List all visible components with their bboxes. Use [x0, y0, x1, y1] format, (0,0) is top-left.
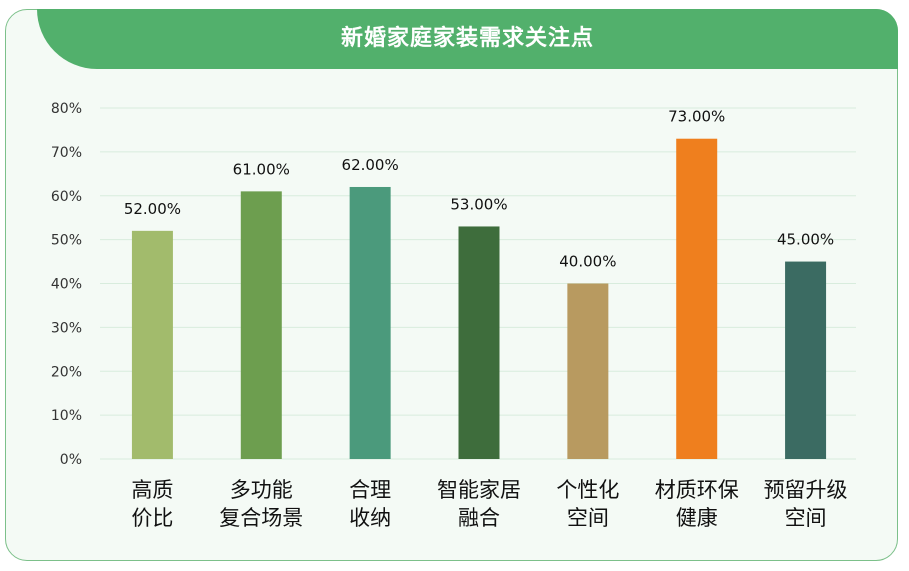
bar — [131, 230, 173, 459]
y-tick-label: 30% — [51, 320, 82, 336]
data-label: 45.00% — [777, 231, 834, 249]
x-tick-label: 材质环保 — [655, 478, 739, 502]
x-tick-label: 合理 — [349, 478, 391, 502]
x-tick-label: 融合 — [458, 506, 500, 530]
data-label: 52.00% — [124, 200, 181, 218]
x-tick-label: 多功能 — [230, 478, 293, 502]
data-label: 61.00% — [233, 160, 290, 178]
y-tick-label: 10% — [51, 408, 82, 424]
y-tick-label: 20% — [51, 364, 82, 380]
y-tick-label: 80% — [51, 101, 82, 117]
y-tick-label: 0% — [60, 452, 82, 468]
data-label: 53.00% — [450, 195, 507, 213]
y-tick-label: 50% — [51, 233, 82, 249]
chart-title: 新婚家庭家装需求关注点 — [340, 26, 594, 51]
y-tick-label: 70% — [51, 145, 82, 161]
data-label: 40.00% — [559, 253, 616, 271]
x-tick-label: 空间 — [785, 506, 827, 530]
bar — [458, 226, 500, 459]
x-tick-label: 收纳 — [349, 506, 391, 530]
bar — [567, 283, 609, 459]
x-tick-label: 空间 — [567, 506, 609, 530]
x-tick-label: 预留升级 — [764, 478, 848, 502]
bar — [785, 261, 827, 459]
x-tick-label: 个性化 — [556, 478, 619, 502]
data-label: 62.00% — [342, 156, 399, 174]
x-tick-label: 价比 — [131, 506, 173, 530]
title-banner — [37, 9, 898, 69]
data-label: 73.00% — [668, 108, 725, 126]
x-tick-label: 智能家居 — [437, 478, 521, 502]
x-tick-label: 高质 — [131, 478, 173, 502]
y-tick-label: 40% — [51, 277, 82, 293]
bar — [240, 191, 282, 460]
bar — [349, 186, 391, 459]
y-tick-label: 60% — [51, 189, 82, 205]
x-tick-label: 复合场景 — [219, 506, 303, 530]
bar — [676, 138, 718, 459]
x-tick-label: 健康 — [676, 506, 718, 530]
